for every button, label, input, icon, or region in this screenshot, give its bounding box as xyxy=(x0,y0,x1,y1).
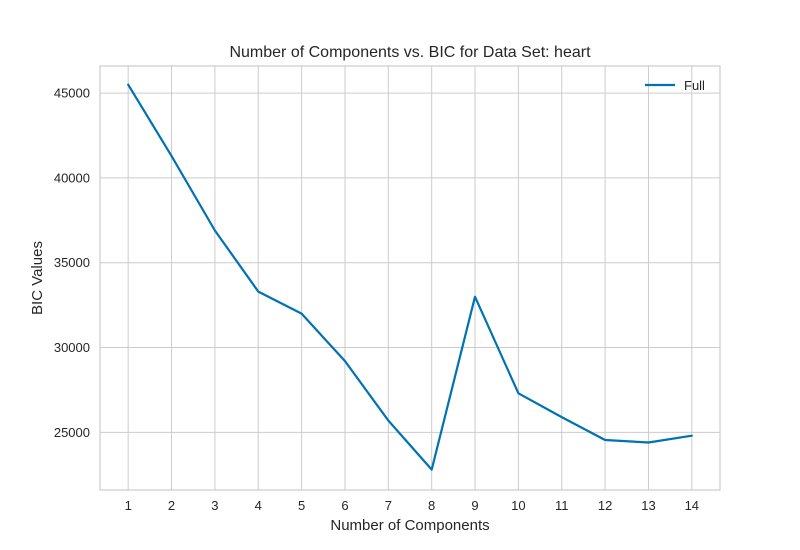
legend-label-full: Full xyxy=(684,78,705,93)
x-tick-label: 11 xyxy=(555,498,569,513)
chart-title: Number of Components vs. BIC for Data Se… xyxy=(229,44,591,61)
series-layer xyxy=(127,83,693,471)
y-tick-label: 45000 xyxy=(54,86,90,101)
x-tick-label: 5 xyxy=(298,498,305,513)
grid-lines xyxy=(100,66,720,490)
y-tick-label: 35000 xyxy=(54,255,90,270)
y-axis-ticks: 25000 30000 35000 40000 45000 xyxy=(54,86,90,440)
x-tick-label: 1 xyxy=(125,498,132,513)
x-tick-label: 2 xyxy=(168,498,175,513)
y-tick-label: 30000 xyxy=(54,340,90,355)
x-tick-label: 3 xyxy=(211,498,218,513)
x-tick-label: 7 xyxy=(385,498,392,513)
x-tick-label: 6 xyxy=(341,498,348,513)
y-tick-label: 25000 xyxy=(54,425,90,440)
plot-frame xyxy=(99,65,721,491)
y-axis-title: BIC Values xyxy=(29,241,46,315)
y-tick-label: 40000 xyxy=(54,170,90,185)
x-tick-label: 8 xyxy=(428,498,435,513)
legend: Full xyxy=(645,78,705,93)
series-line-full xyxy=(127,83,693,471)
x-tick-label: 4 xyxy=(255,498,262,513)
x-axis-title: Number of Components xyxy=(330,517,489,534)
x-axis-ticks: 1 2 3 4 5 6 7 8 9 10 11 12 13 14 xyxy=(125,498,699,513)
plot-area xyxy=(100,66,720,490)
x-tick-label: 13 xyxy=(641,498,655,513)
x-tick-label: 12 xyxy=(598,498,612,513)
x-tick-label: 9 xyxy=(471,498,478,513)
x-tick-label: 14 xyxy=(685,498,699,513)
x-tick-label: 10 xyxy=(511,498,525,513)
